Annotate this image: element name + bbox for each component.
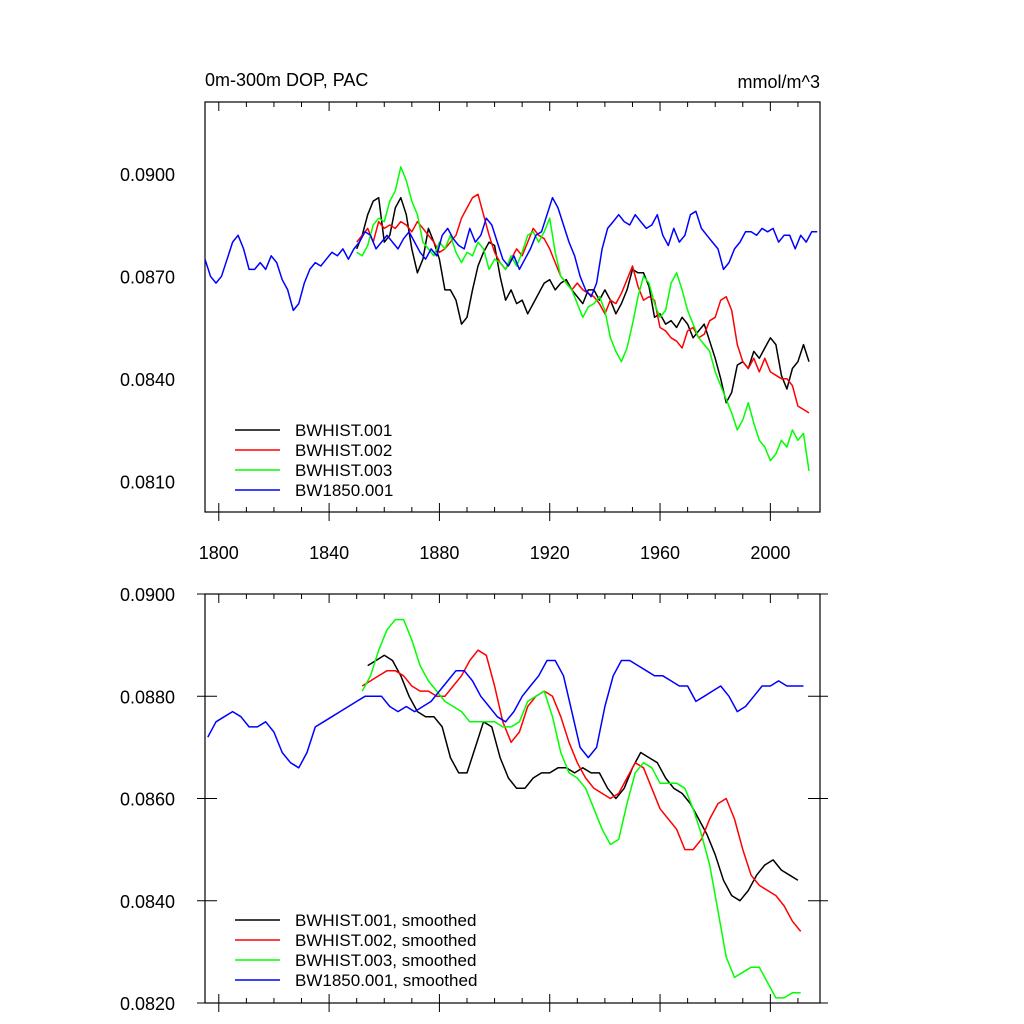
y-tick-label: 0.0870 (120, 267, 175, 287)
plot-frame (204, 101, 821, 513)
legend-label-3: BW1850.001, smoothed (295, 971, 477, 990)
series-line-2 (356, 166, 810, 472)
legend-label-2: BWHIST.003, smoothed (295, 951, 476, 970)
chart-title: 0m-300m DOP, PAC (205, 70, 368, 90)
x-tick-label: 1800 (199, 543, 239, 563)
series-line-0 (367, 654, 799, 902)
y-tick-label: 0.0810 (120, 472, 175, 492)
series-line-1 (356, 193, 810, 414)
series-line-2 (361, 618, 801, 999)
legend-label-0: BWHIST.001, smoothed (295, 911, 476, 930)
y-tick-label: 0.0860 (120, 790, 175, 810)
y-tick-label: 0.0820 (120, 994, 175, 1014)
bottom-panel: 0.0820 0.0840 0.0860 0.0880 0.0900 BWHIST.001… (120, 585, 828, 1014)
x-tick-label: 1920 (530, 543, 570, 563)
top-panel: 1800 1840 1880 1920 1960 2000 0.0810 0.0840 0.08… (120, 70, 821, 563)
series-line-0 (356, 196, 810, 404)
series-line-3 (205, 196, 818, 312)
y-tick-label: 0.0840 (120, 892, 175, 912)
units-label: mmol/m^3 (738, 72, 820, 92)
legend-label-0: BWHIST.001 (295, 421, 392, 440)
series-line-3 (207, 659, 804, 769)
y-tick-label: 0.0900 (120, 165, 175, 185)
legend-label-1: BWHIST.002 (295, 441, 392, 460)
y-tick-label: 0.0840 (120, 370, 175, 390)
legend-label-1: BWHIST.002, smoothed (295, 931, 476, 950)
x-tick-label: 1960 (640, 543, 680, 563)
x-tick-label: 2000 (750, 543, 790, 563)
y-tick-label: 0.0900 (120, 585, 175, 605)
y-tick-label: 0.0880 (120, 687, 175, 707)
x-tick-label: 1880 (419, 543, 459, 563)
x-tick-label: 1840 (309, 543, 349, 563)
legend-label-3: BW1850.001 (295, 481, 393, 500)
legend-label-2: BWHIST.003 (295, 461, 392, 480)
